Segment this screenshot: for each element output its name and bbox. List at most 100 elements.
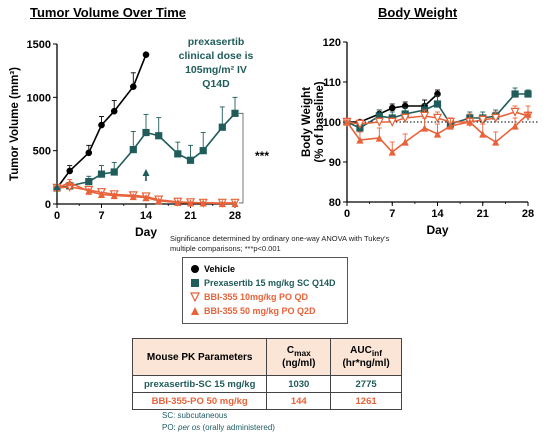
data-point [85, 178, 93, 186]
data-point [433, 100, 442, 108]
legend-item-bbi-10: BBI-355 10mg/kg PO QD [189, 290, 341, 304]
body-weight-title: Body Weight [378, 5, 458, 20]
data-point [231, 109, 239, 117]
significance-stars: *** [255, 149, 269, 163]
data-point [375, 112, 383, 120]
data-point [492, 138, 500, 146]
x-tick-label: 0 [344, 208, 350, 220]
data-point [98, 121, 105, 129]
data-point [110, 168, 118, 176]
data-point [420, 111, 430, 121]
data-point [174, 198, 182, 206]
legend-label: BBI-355 10mg/kg PO QD [204, 292, 309, 302]
pk-header-cmax: Cmax (ng/ml) [266, 338, 332, 376]
data-point [510, 107, 520, 117]
clinical-dose-annotation-line: Q14D [202, 78, 230, 90]
legend-label: Vehicle [204, 264, 236, 274]
data-point [142, 51, 150, 58]
clinical-dose-annotation-line: clinical dose is [179, 50, 254, 62]
pk-header-param: Mouse PK Parameters [131, 338, 268, 376]
pk-table: Mouse PK Parameters Cmax (ng/ml) AUCinf … [131, 338, 402, 410]
data-point [85, 149, 93, 157]
x-tick-label: 14 [140, 210, 153, 222]
legend-item-vehicle: Vehicle [189, 262, 341, 276]
x-tick-label: 7 [389, 208, 395, 220]
data-point [446, 122, 455, 130]
y-tick-label: 90 [329, 157, 341, 169]
footnote-sc: SC: subcutaneous [162, 411, 228, 420]
y-axis-label-line: Body Weight [301, 87, 313, 157]
clinical-dose-annotation: prexasertib clinical dose is 105mg/m² IV Q1… [179, 36, 254, 90]
data-point [97, 170, 106, 178]
data-point [524, 110, 532, 118]
legend-marker-triangle-down-open [189, 292, 200, 302]
legend: Vehicle Prexasertib 15 mg/kg SC Q14D BBI… [182, 257, 348, 324]
x-tick-label: 28 [229, 210, 241, 222]
x-axis-label: Day [135, 225, 157, 239]
footnote-po-prefix: PO: [162, 423, 179, 432]
data-point [374, 117, 384, 127]
data-point [110, 107, 118, 115]
data-point [524, 90, 532, 98]
data-point [387, 117, 397, 127]
pk-row-auc: 2775 [330, 375, 402, 393]
data-point [218, 199, 226, 208]
data-point [355, 119, 365, 129]
data-point [142, 128, 150, 137]
pk-row-cmax: 1030 [266, 375, 332, 393]
pk-header-cmax-label: C [286, 345, 295, 356]
data-point [186, 199, 195, 207]
data-point [388, 148, 396, 156]
data-point [129, 192, 137, 201]
data-point [511, 122, 519, 130]
stats-note: Significance determined by ordinary one-… [170, 234, 390, 253]
x-tick-label: 28 [522, 208, 534, 220]
data-point [478, 115, 488, 125]
pk-row-auc: 1261 [330, 392, 402, 410]
footnote-po-suffix: (orally administered) [200, 423, 275, 432]
pk-row-name: prexasertib-SC 15 mg/kg [131, 375, 268, 393]
clinical-dose-annotation-line: 105mg/m² IV [185, 64, 247, 76]
y-tick-label: 500 [33, 146, 51, 158]
data-point [129, 146, 137, 154]
pk-header-cmax-unit: (ng/ml) [282, 358, 316, 369]
x-tick-label: 7 [98, 210, 104, 222]
data-point [401, 138, 409, 146]
y-axis-label: Tumor Volume (mm³) [9, 67, 21, 181]
significance-bracket [239, 112, 244, 204]
x-tick-label: 21 [184, 210, 196, 222]
data-point [375, 134, 383, 142]
x-tick-label: 0 [54, 210, 60, 222]
data-point [97, 190, 106, 198]
data-point [186, 156, 195, 164]
data-point [155, 132, 163, 140]
legend-marker-square [190, 279, 199, 287]
y-tick-label: 0 [45, 199, 51, 211]
y-tick-label: 120 [323, 37, 341, 49]
dosing-arrow-head [142, 169, 150, 176]
data-point [85, 187, 93, 195]
y-tick-label: 80 [329, 197, 341, 209]
y-axis-label-line: (% of baseline) [314, 81, 326, 162]
data-point [400, 113, 410, 123]
x-axis-label: Day [426, 223, 448, 237]
data-point [66, 167, 74, 175]
data-point [466, 118, 474, 126]
pk-row-cmax: 144 [266, 392, 332, 410]
table-row: prexasertib-SC 15 mg/kg 1030 2775 [131, 375, 402, 393]
data-point [199, 199, 207, 207]
pk-header-auc-sub: inf [371, 348, 383, 358]
clinical-dose-annotation-line: prexasertib [188, 36, 245, 48]
legend-marker-circle [190, 265, 199, 273]
data-point [479, 130, 487, 138]
table-row: BBI-355-PO 50 mg/kg 144 1261 [131, 392, 402, 410]
pk-header-cmax-sub: max [294, 348, 311, 358]
legend-marker-triangle-up [190, 307, 199, 315]
data-point [420, 124, 429, 132]
y-tick-label: 1500 [27, 39, 51, 51]
data-point [110, 191, 118, 200]
data-point [433, 130, 442, 138]
footnote-po-italic: per os [178, 423, 201, 432]
